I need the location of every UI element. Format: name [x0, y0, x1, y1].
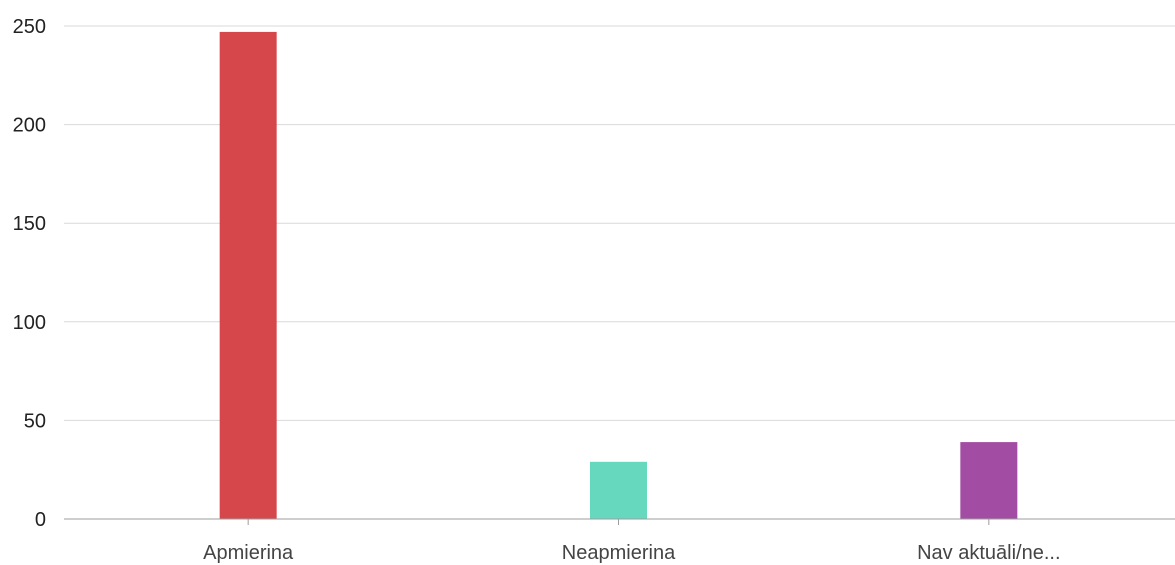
- x-tick-label: Apmierina: [203, 542, 294, 564]
- y-tick-label: 150: [13, 213, 46, 235]
- bar: [219, 31, 277, 519]
- y-tick-label: 50: [24, 410, 46, 432]
- x-axis-tick-labels: Apmierina Neapmierina Nav aktuāli/ne...: [203, 542, 1060, 564]
- y-tick-label: 0: [35, 509, 46, 531]
- y-tick-label: 200: [13, 115, 46, 137]
- bar: [960, 442, 1018, 519]
- y-axis-tick-labels: 0 50 100 150 200 250: [13, 16, 46, 531]
- y-tick-label: 250: [13, 16, 46, 38]
- x-tick-label: Nav aktuāli/ne...: [917, 542, 1060, 564]
- x-tick-label: Neapmierina: [562, 542, 676, 564]
- y-tick-label: 100: [13, 312, 46, 334]
- x-axis: [64, 518, 1175, 525]
- bar: [590, 461, 647, 519]
- bars: [219, 31, 1018, 519]
